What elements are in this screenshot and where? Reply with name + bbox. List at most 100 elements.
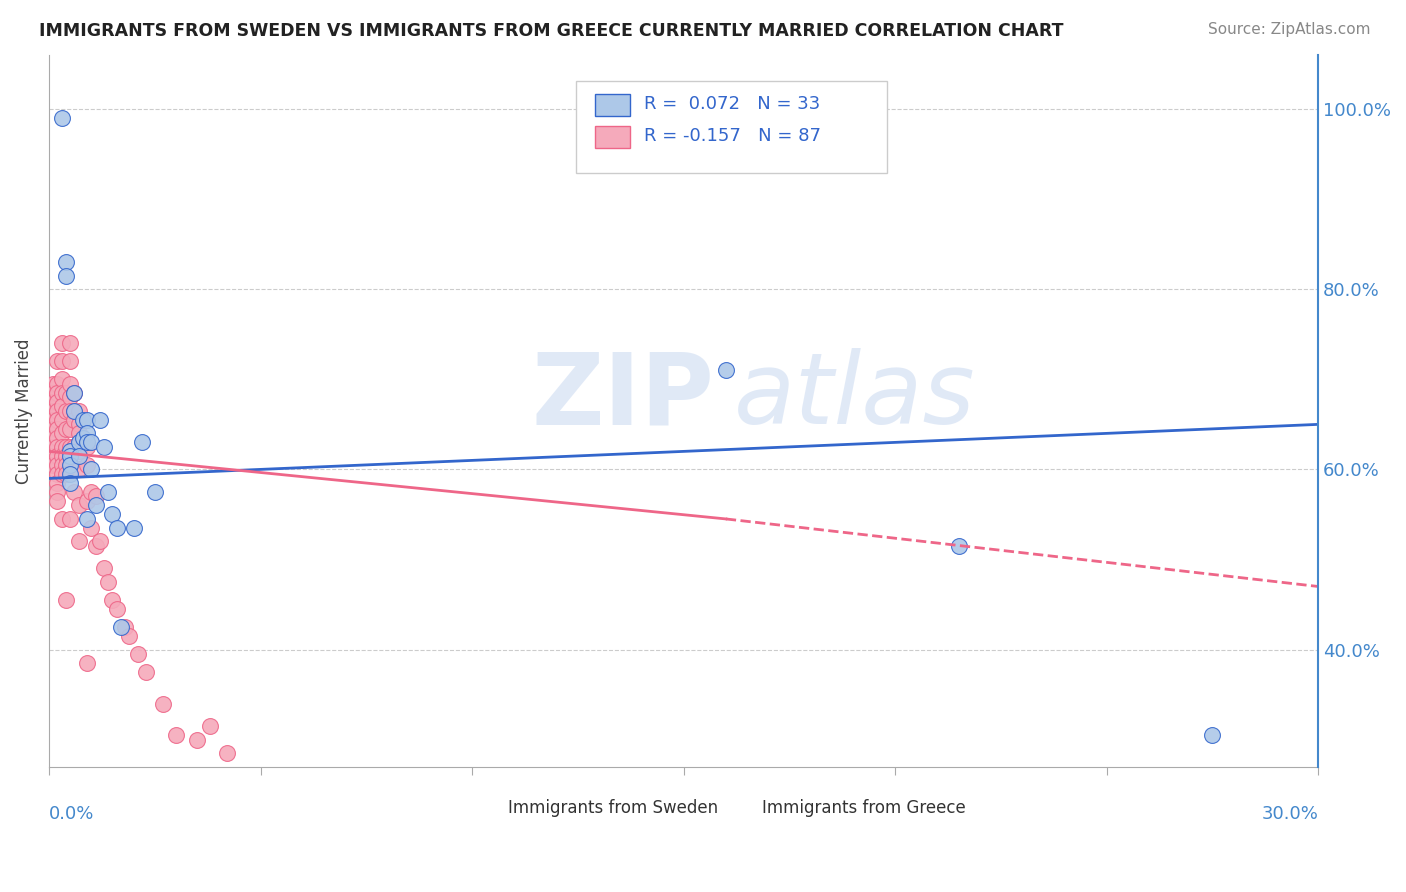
Point bbox=[51, 413, 73, 427]
Point bbox=[46, 395, 69, 409]
Text: ZIP: ZIP bbox=[531, 348, 714, 445]
Point bbox=[143, 484, 166, 499]
FancyBboxPatch shape bbox=[728, 799, 756, 815]
Point bbox=[84, 499, 107, 513]
Point bbox=[89, 534, 111, 549]
Point bbox=[55, 422, 77, 436]
Text: 0.0%: 0.0% bbox=[49, 805, 94, 823]
Point bbox=[55, 404, 77, 418]
Point bbox=[93, 440, 115, 454]
Point bbox=[59, 458, 82, 472]
Point bbox=[51, 354, 73, 368]
Point bbox=[42, 395, 65, 409]
Text: IMMIGRANTS FROM SWEDEN VS IMMIGRANTS FROM GREECE CURRENTLY MARRIED CORRELATION C: IMMIGRANTS FROM SWEDEN VS IMMIGRANTS FRO… bbox=[39, 22, 1064, 40]
Point bbox=[84, 490, 107, 504]
Point bbox=[51, 512, 73, 526]
Point bbox=[51, 336, 73, 351]
Point bbox=[51, 458, 73, 472]
Point bbox=[42, 431, 65, 445]
Point bbox=[80, 435, 103, 450]
Point bbox=[72, 413, 94, 427]
Point bbox=[714, 363, 737, 377]
Point bbox=[42, 385, 65, 400]
Point bbox=[51, 426, 73, 441]
Point bbox=[42, 449, 65, 463]
Point bbox=[76, 494, 98, 508]
Point bbox=[59, 404, 82, 418]
Point bbox=[46, 404, 69, 418]
Point bbox=[105, 521, 128, 535]
Point bbox=[101, 508, 124, 522]
Point bbox=[76, 440, 98, 454]
Point bbox=[55, 255, 77, 269]
Point bbox=[110, 620, 132, 634]
Point bbox=[59, 376, 82, 391]
Point bbox=[46, 385, 69, 400]
Point bbox=[89, 413, 111, 427]
Point bbox=[59, 336, 82, 351]
Point bbox=[165, 728, 187, 742]
Point bbox=[80, 521, 103, 535]
Point bbox=[67, 449, 90, 463]
Point bbox=[59, 449, 82, 463]
Point bbox=[46, 484, 69, 499]
Point bbox=[55, 385, 77, 400]
Point bbox=[80, 462, 103, 476]
Point bbox=[72, 431, 94, 445]
Point bbox=[63, 413, 86, 427]
Point bbox=[67, 499, 90, 513]
Point bbox=[42, 413, 65, 427]
Text: Immigrants from Sweden: Immigrants from Sweden bbox=[509, 799, 718, 817]
Point bbox=[76, 426, 98, 441]
Point bbox=[46, 422, 69, 436]
Point bbox=[59, 444, 82, 458]
Point bbox=[59, 475, 82, 490]
Point bbox=[59, 467, 82, 481]
Point bbox=[152, 697, 174, 711]
Point bbox=[55, 467, 77, 481]
Point bbox=[51, 467, 73, 481]
Point bbox=[186, 732, 208, 747]
Point bbox=[46, 440, 69, 454]
Point bbox=[51, 440, 73, 454]
Point bbox=[46, 413, 69, 427]
Point bbox=[51, 385, 73, 400]
Point bbox=[118, 629, 141, 643]
Point bbox=[67, 444, 90, 458]
Point bbox=[51, 449, 73, 463]
Point bbox=[67, 462, 90, 476]
Point bbox=[55, 449, 77, 463]
Point bbox=[84, 539, 107, 553]
Point bbox=[135, 665, 157, 679]
Point bbox=[80, 484, 103, 499]
Point bbox=[948, 539, 970, 553]
Point bbox=[105, 602, 128, 616]
Point bbox=[127, 647, 149, 661]
Point bbox=[76, 458, 98, 472]
Point bbox=[55, 593, 77, 607]
Point bbox=[59, 354, 82, 368]
Point bbox=[67, 404, 90, 418]
Point bbox=[67, 417, 90, 432]
Point bbox=[76, 656, 98, 670]
Point bbox=[131, 435, 153, 450]
Point bbox=[51, 111, 73, 125]
Point bbox=[97, 484, 120, 499]
Point bbox=[55, 268, 77, 283]
Point bbox=[59, 440, 82, 454]
Point bbox=[76, 512, 98, 526]
Text: Immigrants from Greece: Immigrants from Greece bbox=[762, 799, 966, 817]
Point bbox=[97, 574, 120, 589]
Point bbox=[42, 440, 65, 454]
Point bbox=[63, 404, 86, 418]
Point bbox=[55, 458, 77, 472]
Point bbox=[63, 440, 86, 454]
FancyBboxPatch shape bbox=[595, 127, 630, 148]
Point bbox=[46, 354, 69, 368]
Text: atlas: atlas bbox=[734, 348, 976, 445]
Point bbox=[46, 431, 69, 445]
Point bbox=[67, 534, 90, 549]
Point bbox=[114, 620, 136, 634]
FancyBboxPatch shape bbox=[595, 95, 630, 116]
Point bbox=[122, 521, 145, 535]
